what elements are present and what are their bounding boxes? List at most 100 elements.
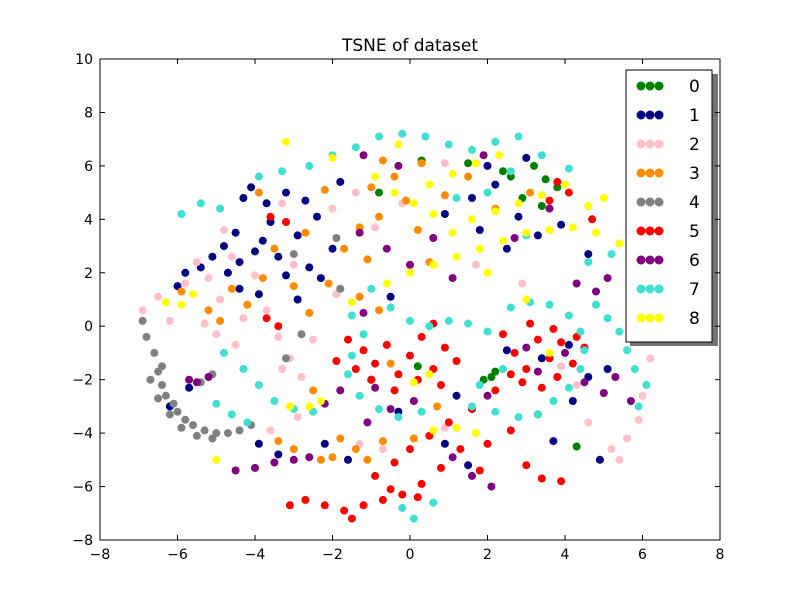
data-point <box>406 351 414 360</box>
data-point <box>262 199 271 208</box>
data-point <box>394 140 403 149</box>
y-tick-label: −6 <box>72 480 93 496</box>
y-tick-label: −4 <box>72 426 93 442</box>
data-point <box>634 402 643 411</box>
data-point <box>452 194 461 202</box>
data-point <box>378 437 387 446</box>
data-point <box>185 375 194 384</box>
data-point <box>154 394 163 403</box>
data-point <box>506 370 515 379</box>
data-point <box>592 228 600 237</box>
data-point <box>557 362 566 371</box>
data-point <box>359 346 368 355</box>
data-point <box>293 231 302 240</box>
legend-marker <box>654 255 664 265</box>
data-point <box>320 501 329 510</box>
data-point <box>390 386 399 395</box>
data-point <box>626 397 635 405</box>
data-point <box>266 212 275 221</box>
data-point <box>382 244 391 253</box>
data-point <box>615 327 624 336</box>
data-point <box>634 415 643 424</box>
data-point <box>429 426 438 435</box>
x-axis-ticks: −8 −6 −4 −2 0 2 4 6 8 <box>90 59 724 563</box>
data-point <box>235 426 244 435</box>
data-point <box>483 188 492 197</box>
data-point <box>336 284 345 293</box>
data-point <box>227 410 236 419</box>
data-point <box>332 357 341 365</box>
data-point <box>231 466 240 475</box>
data-point <box>278 199 287 208</box>
data-point <box>502 244 511 253</box>
legend-label: 3 <box>689 164 700 184</box>
data-point <box>630 365 639 373</box>
data-point <box>239 365 248 373</box>
y-tick-label: −2 <box>72 373 93 389</box>
data-point <box>351 365 360 373</box>
legend-marker <box>645 197 655 207</box>
data-point <box>243 418 252 427</box>
data-point <box>623 346 631 355</box>
data-point <box>413 493 422 502</box>
legend-marker <box>645 168 655 178</box>
data-point <box>367 375 376 384</box>
data-point <box>557 220 566 229</box>
legend-label: 5 <box>689 222 700 242</box>
data-point <box>278 365 287 373</box>
data-point <box>409 199 418 208</box>
data-point <box>378 495 387 504</box>
legend-marker <box>645 110 655 120</box>
y-tick-label: −8 <box>72 533 93 549</box>
data-point <box>537 151 546 160</box>
data-point <box>533 335 542 344</box>
data-point <box>185 383 194 392</box>
data-point <box>526 188 535 197</box>
data-point <box>309 335 318 344</box>
data-point <box>406 316 414 325</box>
legend-marker <box>654 313 664 323</box>
data-point <box>254 188 263 197</box>
data-point <box>359 151 368 160</box>
data-point <box>421 132 430 141</box>
data-point <box>328 244 337 253</box>
data-point <box>371 471 380 480</box>
data-point <box>320 185 329 194</box>
legend-entry: 0 <box>636 77 700 97</box>
data-point <box>398 490 407 499</box>
data-point <box>344 455 352 464</box>
data-point <box>572 279 581 288</box>
plot-area <box>99 58 721 541</box>
data-point <box>394 413 403 422</box>
data-point <box>262 306 271 315</box>
data-point <box>138 316 147 325</box>
legend-marker <box>645 255 655 265</box>
legend-entry: 8 <box>636 309 700 329</box>
y-tick-label: 8 <box>84 105 93 121</box>
data-point <box>514 413 523 422</box>
data-point <box>347 351 356 360</box>
data-point <box>518 279 527 288</box>
data-point <box>254 290 263 299</box>
data-point <box>448 169 457 178</box>
legend-entry: 3 <box>636 164 700 184</box>
data-point <box>413 362 422 371</box>
data-point <box>285 402 294 411</box>
data-point <box>216 204 225 213</box>
data-point <box>375 188 383 197</box>
data-point <box>344 335 352 344</box>
legend-entry: 7 <box>636 280 700 300</box>
data-point <box>437 463 445 472</box>
x-tick-label: −2 <box>322 547 343 563</box>
legend-marker <box>654 168 664 178</box>
data-point <box>212 330 221 339</box>
data-point <box>576 365 585 373</box>
data-point <box>231 340 240 349</box>
data-point <box>386 292 395 301</box>
data-point <box>270 458 279 467</box>
y-tick-label: 6 <box>84 159 93 175</box>
data-point <box>491 386 500 395</box>
data-point <box>406 268 414 277</box>
data-point <box>452 252 461 261</box>
